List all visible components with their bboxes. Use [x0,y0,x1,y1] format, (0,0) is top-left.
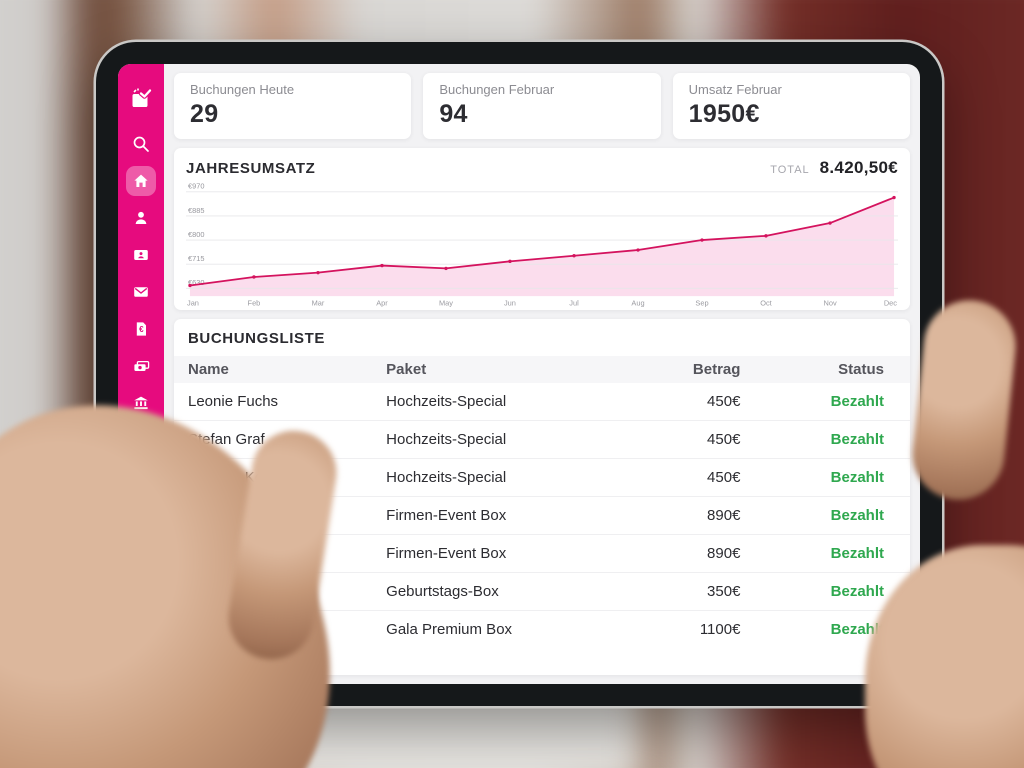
svg-text:€800: €800 [188,230,204,239]
svg-text:€885: €885 [188,206,204,215]
chart-title: JAHRESUMSATZ [186,160,316,177]
stat-card-bookings-today: Buchungen Heute 29 [174,73,412,139]
svg-text:€: € [139,325,144,334]
stats-row: Buchungen Heute 29 Buchungen Februar 94 … [174,73,910,139]
cell-betrag: 450€ [628,420,755,459]
cell-status: Bezahlt [754,458,910,497]
contacts-icon[interactable] [126,240,156,270]
profile-icon[interactable] [126,203,156,233]
svg-text:Jan: Jan [187,299,199,308]
svg-text:Jul: Jul [569,299,579,308]
column-header-paket[interactable]: Paket [386,361,427,378]
cell-paket: Hochzeits-Special [372,383,629,421]
table-title: BUCHUNGSLISTE [188,330,325,347]
column-header-status[interactable]: Status [838,361,884,378]
stat-label: Buchungen Heute [190,82,295,97]
stat-card-bookings-february: Buchungen Februar 94 [423,73,661,139]
cell-status: Bezahlt [754,534,910,573]
chart-header: JAHRESUMSATZ TOTAL 8.420,50€ [186,158,898,178]
bank-icon[interactable] [126,388,156,418]
revenue-line-chart: €970 €885 €800 €715 €630 Jan Feb Mar Apr May Jun Ju… [186,182,898,308]
svg-text:Mar: Mar [312,299,325,308]
invoice-icon[interactable]: € [126,314,156,344]
cell-paket: Firmen-Event Box [372,534,629,573]
payments-icon[interactable] [126,351,156,381]
svg-text:Feb: Feb [248,299,261,308]
stat-value: 1950€ [688,100,760,128]
svg-text:Dec: Dec [884,299,897,308]
svg-text:Apr: Apr [376,299,388,308]
svg-text:€970: €970 [188,182,204,191]
stat-label: Buchungen Februar [439,82,555,97]
svg-text:Jun: Jun [504,299,516,308]
svg-text:Nov: Nov [823,299,836,308]
stat-card-revenue-february: Umsatz Februar 1950€ [672,73,910,139]
cell-betrag: 350€ [628,572,755,611]
cell-betrag: 450€ [628,458,755,497]
svg-text:Aug: Aug [631,299,644,308]
cell-name: Leonie Fuchs [174,383,373,421]
home-icon[interactable] [126,166,156,196]
stat-value: 29 [190,100,219,128]
table-row[interactable]: Leonie Fuchs Hochzeits-Special 450€ Bezahlt [174,383,910,421]
svg-text:Sep: Sep [695,299,708,308]
cell-betrag: 1100€ [699,621,741,638]
search-icon[interactable] [126,129,156,159]
cell-paket: Firmen-Event Box [372,496,629,535]
svg-text:Oct: Oct [760,299,772,308]
cell-status: Bezahlt [830,621,884,638]
chart-total-value: 8.420,50€ [819,158,898,177]
stat-label: Umsatz Februar [688,82,782,97]
cell-betrag: 450€ [628,383,755,421]
cell-status: Bezahlt [754,496,910,535]
table-header-row: Name Paket Betrag Status [174,356,910,383]
cell-paket: Hochzeits-Special [372,458,629,497]
mail-icon[interactable] [126,277,156,307]
chart-total-label: TOTAL [770,164,810,176]
cell-paket: Gala Premium Box [386,621,513,638]
logo-icon[interactable] [126,84,156,114]
svg-text:€630: €630 [188,278,204,287]
cell-betrag: 890€ [628,496,755,535]
cell-status: Bezahlt [754,383,910,421]
cell-paket: Hochzeits-Special [372,420,629,459]
column-header-betrag[interactable]: Betrag [692,361,741,378]
cell-paket: Geburtstags-Box [372,572,629,611]
annual-revenue-chart-card: JAHRESUMSATZ TOTAL 8.420,50€ €970 €885 €80… [174,148,910,310]
svg-text:€715: €715 [188,254,204,263]
column-header-name[interactable]: Name [188,361,229,378]
svg-text:May: May [439,299,453,308]
stat-value: 94 [439,100,468,128]
cell-status: Bezahlt [754,420,910,459]
cell-betrag: 890€ [628,534,755,573]
